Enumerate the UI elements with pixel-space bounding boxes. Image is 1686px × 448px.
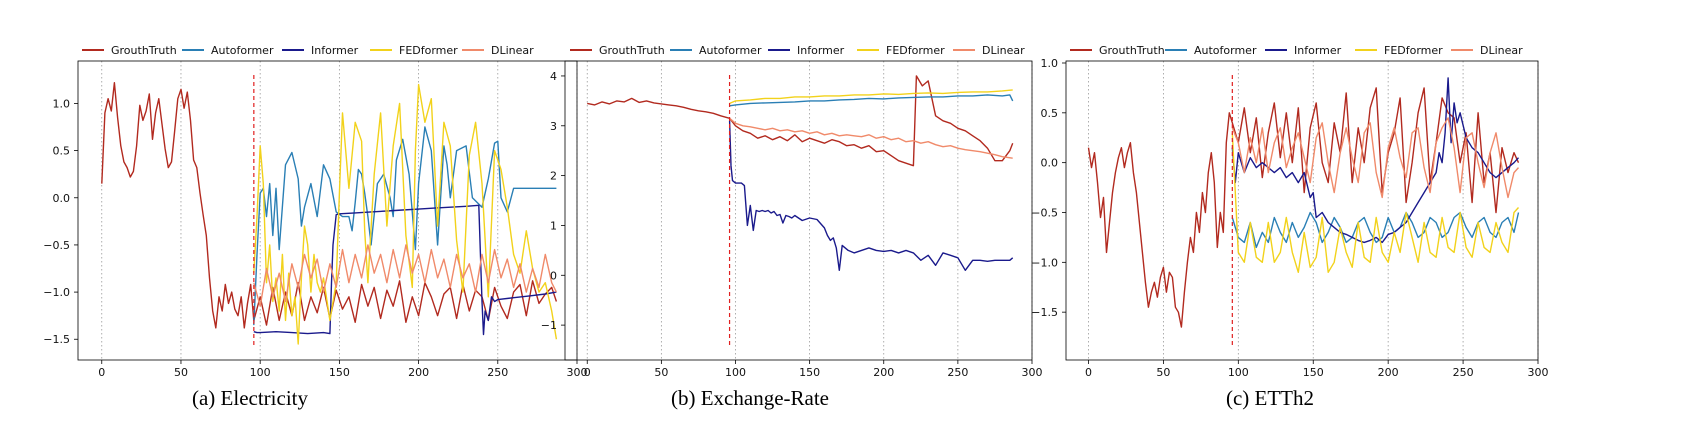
legend-panel-0: GrouthTruth Autoformer Informer FEDformer DL… [82,44,534,57]
x-tick-label: 300 [1022,366,1043,379]
x-tick-label: 100 [1228,366,1249,379]
y-tick-label: 0 [550,269,557,282]
legend-panel-1: GrouthTruth Autoformer Informer FEDformer DL… [570,44,1025,57]
legend-label-dlinear: DLinear [491,44,534,57]
x-tick-label: 0 [98,366,105,379]
y-tick-label: 0.5 [1041,107,1059,120]
y-tick-label: −1.5 [43,333,70,346]
series-line-dlinear [729,117,1013,159]
x-tick-label: 150 [799,366,820,379]
x-tick-label: 50 [654,366,668,379]
electricity-chart: GrouthTruth Autoformer Informer FEDformer DL… [43,44,587,410]
legend-panel-2: GrouthTruth Autoformer Informer FEDformer DL… [1070,44,1523,57]
series-line-informer [728,120,1014,271]
y-tick-label: 4 [550,70,557,83]
legend-label-autoformer: Autoformer [1194,44,1257,57]
y-tick-label: −1.0 [43,286,70,299]
y-tick-label: 3 [550,120,557,133]
x-tick-label: 100 [725,366,746,379]
y-tick-label: 0.0 [1041,157,1059,170]
x-tick-label: 300 [1528,366,1549,379]
series-line-informer [253,204,557,336]
series-line-dlinear [1231,117,1520,199]
y-tick-label: 1.0 [1041,57,1059,70]
x-tick-label: 250 [1453,366,1474,379]
legend-label-grouthtruth: GrouthTruth [111,44,177,57]
legend-label-fedformer: FEDformer [886,44,945,57]
x-tick-label: 0 [1085,366,1092,379]
x-tick-label: 100 [250,366,271,379]
series-line-autoformer [253,126,557,326]
legend-label-grouthtruth: GrouthTruth [599,44,665,57]
y-tick-label: −1.0 [1031,256,1058,269]
legend-label-grouthtruth: GrouthTruth [1099,44,1165,57]
panel-caption: (a) Electricity [192,386,309,410]
legend-label-dlinear: DLinear [1480,44,1523,57]
y-tick-label: −1.5 [1031,306,1058,319]
y-tick-label: −1 [541,319,557,332]
series-line-fedformer [253,83,558,345]
exchange-rate-chart: GrouthTruth Autoformer Informer FEDformer DL… [541,44,1043,410]
x-tick-label: 150 [1303,366,1324,379]
x-tick-label: 200 [1378,366,1399,379]
legend-label-informer: Informer [311,44,359,57]
series-line-dlinear [253,244,558,307]
legend-label-autoformer: Autoformer [699,44,762,57]
plot-frame [1065,60,1539,361]
y-tick-label: −0.5 [1031,206,1058,219]
y-tick-label: 1.0 [53,97,71,110]
y-tick-label: 2 [550,170,557,183]
series-line-grouthtruth [587,75,1014,167]
series-line-autoformer [729,94,1014,107]
legend-label-fedformer: FEDformer [399,44,458,57]
series-line-grouthtruth [1087,87,1520,328]
x-tick-label: 200 [873,366,894,379]
y-tick-label: −0.5 [43,239,70,252]
x-tick-label: 250 [947,366,968,379]
x-tick-label: 200 [408,366,429,379]
panel-caption: (c) ETTh2 [1226,386,1314,410]
y-tick-label: 1 [550,219,557,232]
x-tick-label: 150 [329,366,350,379]
y-tick-label: 0.0 [53,192,71,205]
series-line-fedformer [729,89,1013,105]
series-line-autoformer [1231,211,1520,249]
legend-label-informer: Informer [797,44,845,57]
x-tick-label: 250 [487,366,508,379]
x-tick-label: 0 [584,366,591,379]
series-line-fedformer [1231,132,1520,273]
x-tick-label: 300 [567,366,588,379]
panel-caption: (b) Exchange-Rate [671,386,829,410]
legend-label-autoformer: Autoformer [211,44,274,57]
legend-label-informer: Informer [1294,44,1342,57]
etth2-chart: GrouthTruth Autoformer Informer FEDformer DL… [1031,44,1548,410]
plot-frame [564,60,1033,361]
legend-label-fedformer: FEDformer [1384,44,1443,57]
x-tick-label: 50 [174,366,188,379]
x-tick-label: 50 [1156,366,1170,379]
plot-frame [77,60,578,361]
legend-label-dlinear: DLinear [982,44,1025,57]
y-tick-label: 0.5 [53,145,71,158]
